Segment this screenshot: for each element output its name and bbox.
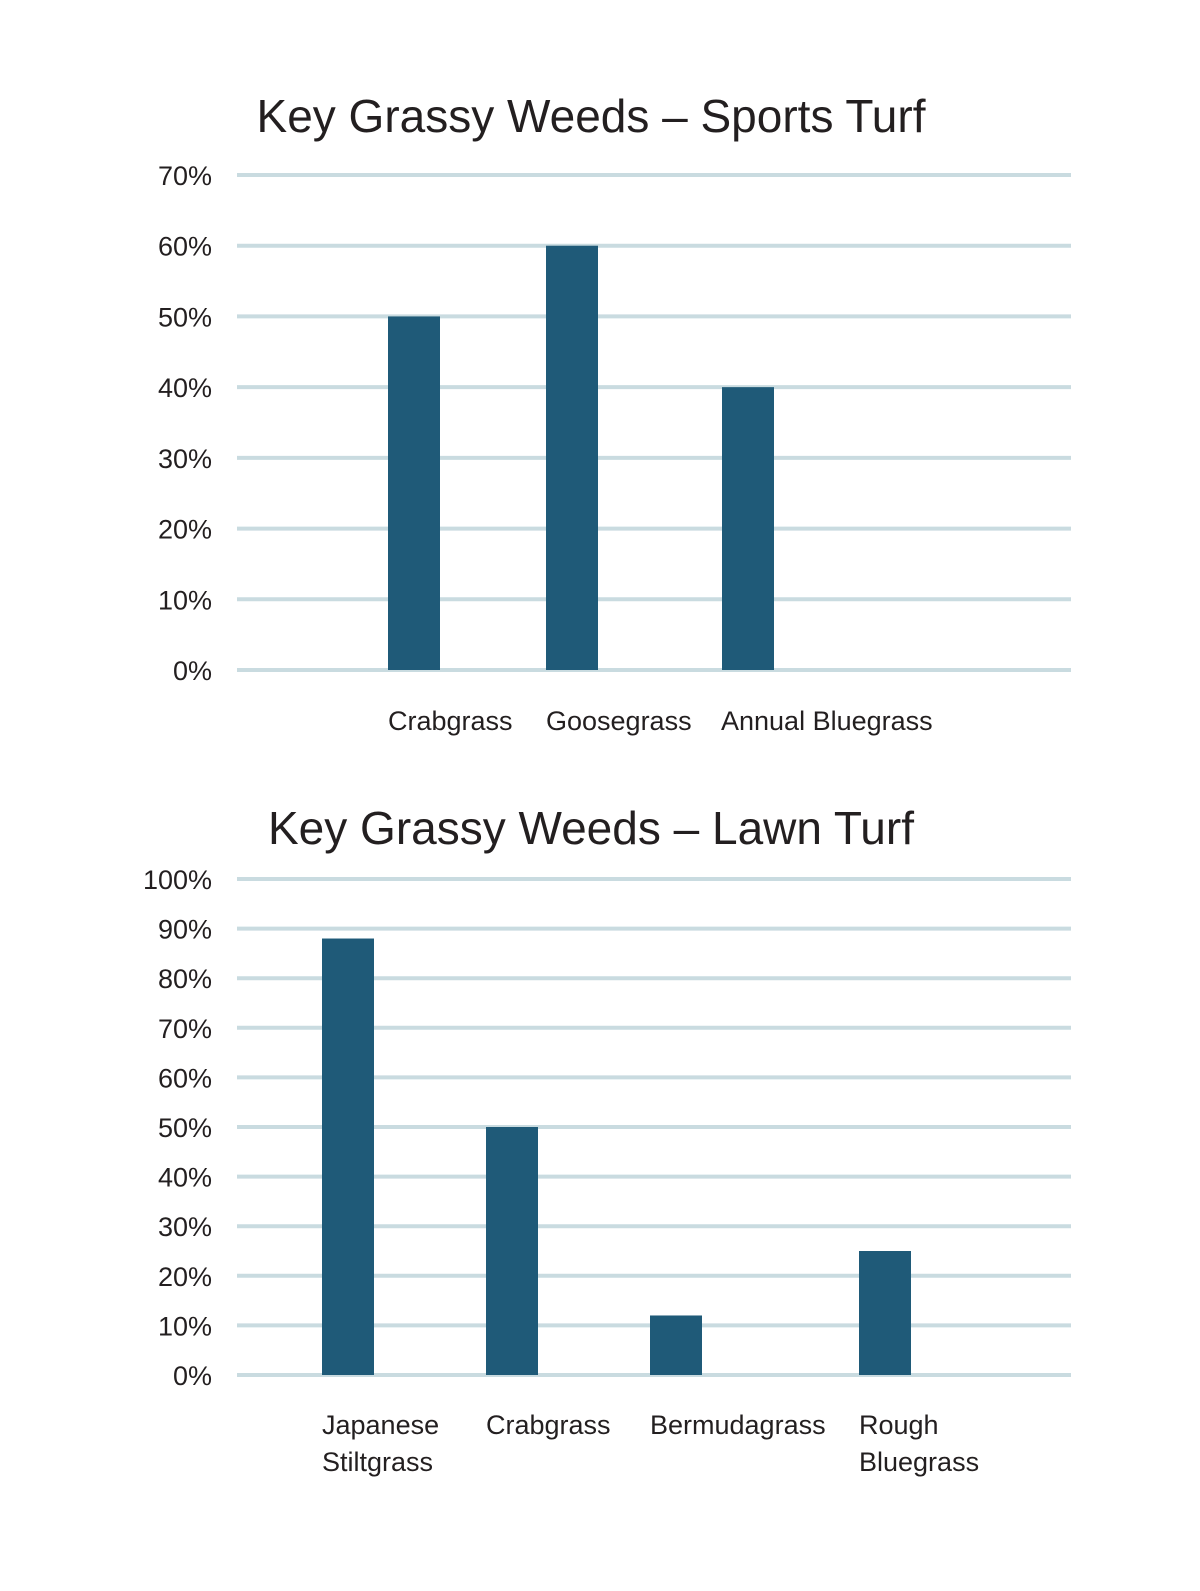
- y-tick-label: 50%: [158, 302, 212, 332]
- x-category-label: Bermudagrass: [650, 1410, 826, 1440]
- x-category-label: Crabgrass: [388, 706, 513, 736]
- y-tick-label: 20%: [158, 1262, 212, 1292]
- y-tick-label: 40%: [158, 1163, 212, 1193]
- bar: [859, 1251, 911, 1375]
- y-tick-label: 20%: [158, 515, 212, 545]
- bar: [650, 1315, 702, 1375]
- x-category-label: Bluegrass: [859, 1447, 979, 1477]
- y-tick-label: 70%: [158, 1014, 212, 1044]
- bar: [322, 938, 374, 1375]
- y-tick-label: 50%: [158, 1113, 212, 1143]
- y-tick-label: 0%: [173, 656, 212, 686]
- y-tick-label: 90%: [158, 915, 212, 945]
- y-tick-label: 70%: [158, 161, 212, 191]
- y-tick-label: 80%: [158, 964, 212, 994]
- y-tick-label: 30%: [158, 1212, 212, 1242]
- x-category-label: Stiltgrass: [322, 1447, 433, 1477]
- y-tick-label: 10%: [158, 585, 212, 615]
- y-tick-label: 10%: [158, 1311, 212, 1341]
- x-category-label: Goosegrass: [546, 706, 692, 736]
- x-category-label: Annual Bluegrass: [721, 706, 933, 736]
- x-category-label: Rough: [859, 1410, 939, 1440]
- bar: [388, 316, 440, 670]
- bar: [546, 245, 598, 670]
- y-tick-label: 100%: [143, 865, 212, 895]
- y-tick-label: 60%: [158, 232, 212, 262]
- y-tick-label: 60%: [158, 1063, 212, 1093]
- bar: [722, 387, 774, 670]
- y-tick-label: 30%: [158, 444, 212, 474]
- x-category-label: Crabgrass: [486, 1410, 611, 1440]
- y-tick-label: 40%: [158, 373, 212, 403]
- chart-title: Key Grassy Weeds – Lawn Turf: [268, 802, 914, 854]
- bar: [486, 1127, 538, 1375]
- x-category-label: Japanese: [322, 1410, 439, 1440]
- y-tick-label: 0%: [173, 1361, 212, 1391]
- chart-title: Key Grassy Weeds – Sports Turf: [257, 90, 926, 142]
